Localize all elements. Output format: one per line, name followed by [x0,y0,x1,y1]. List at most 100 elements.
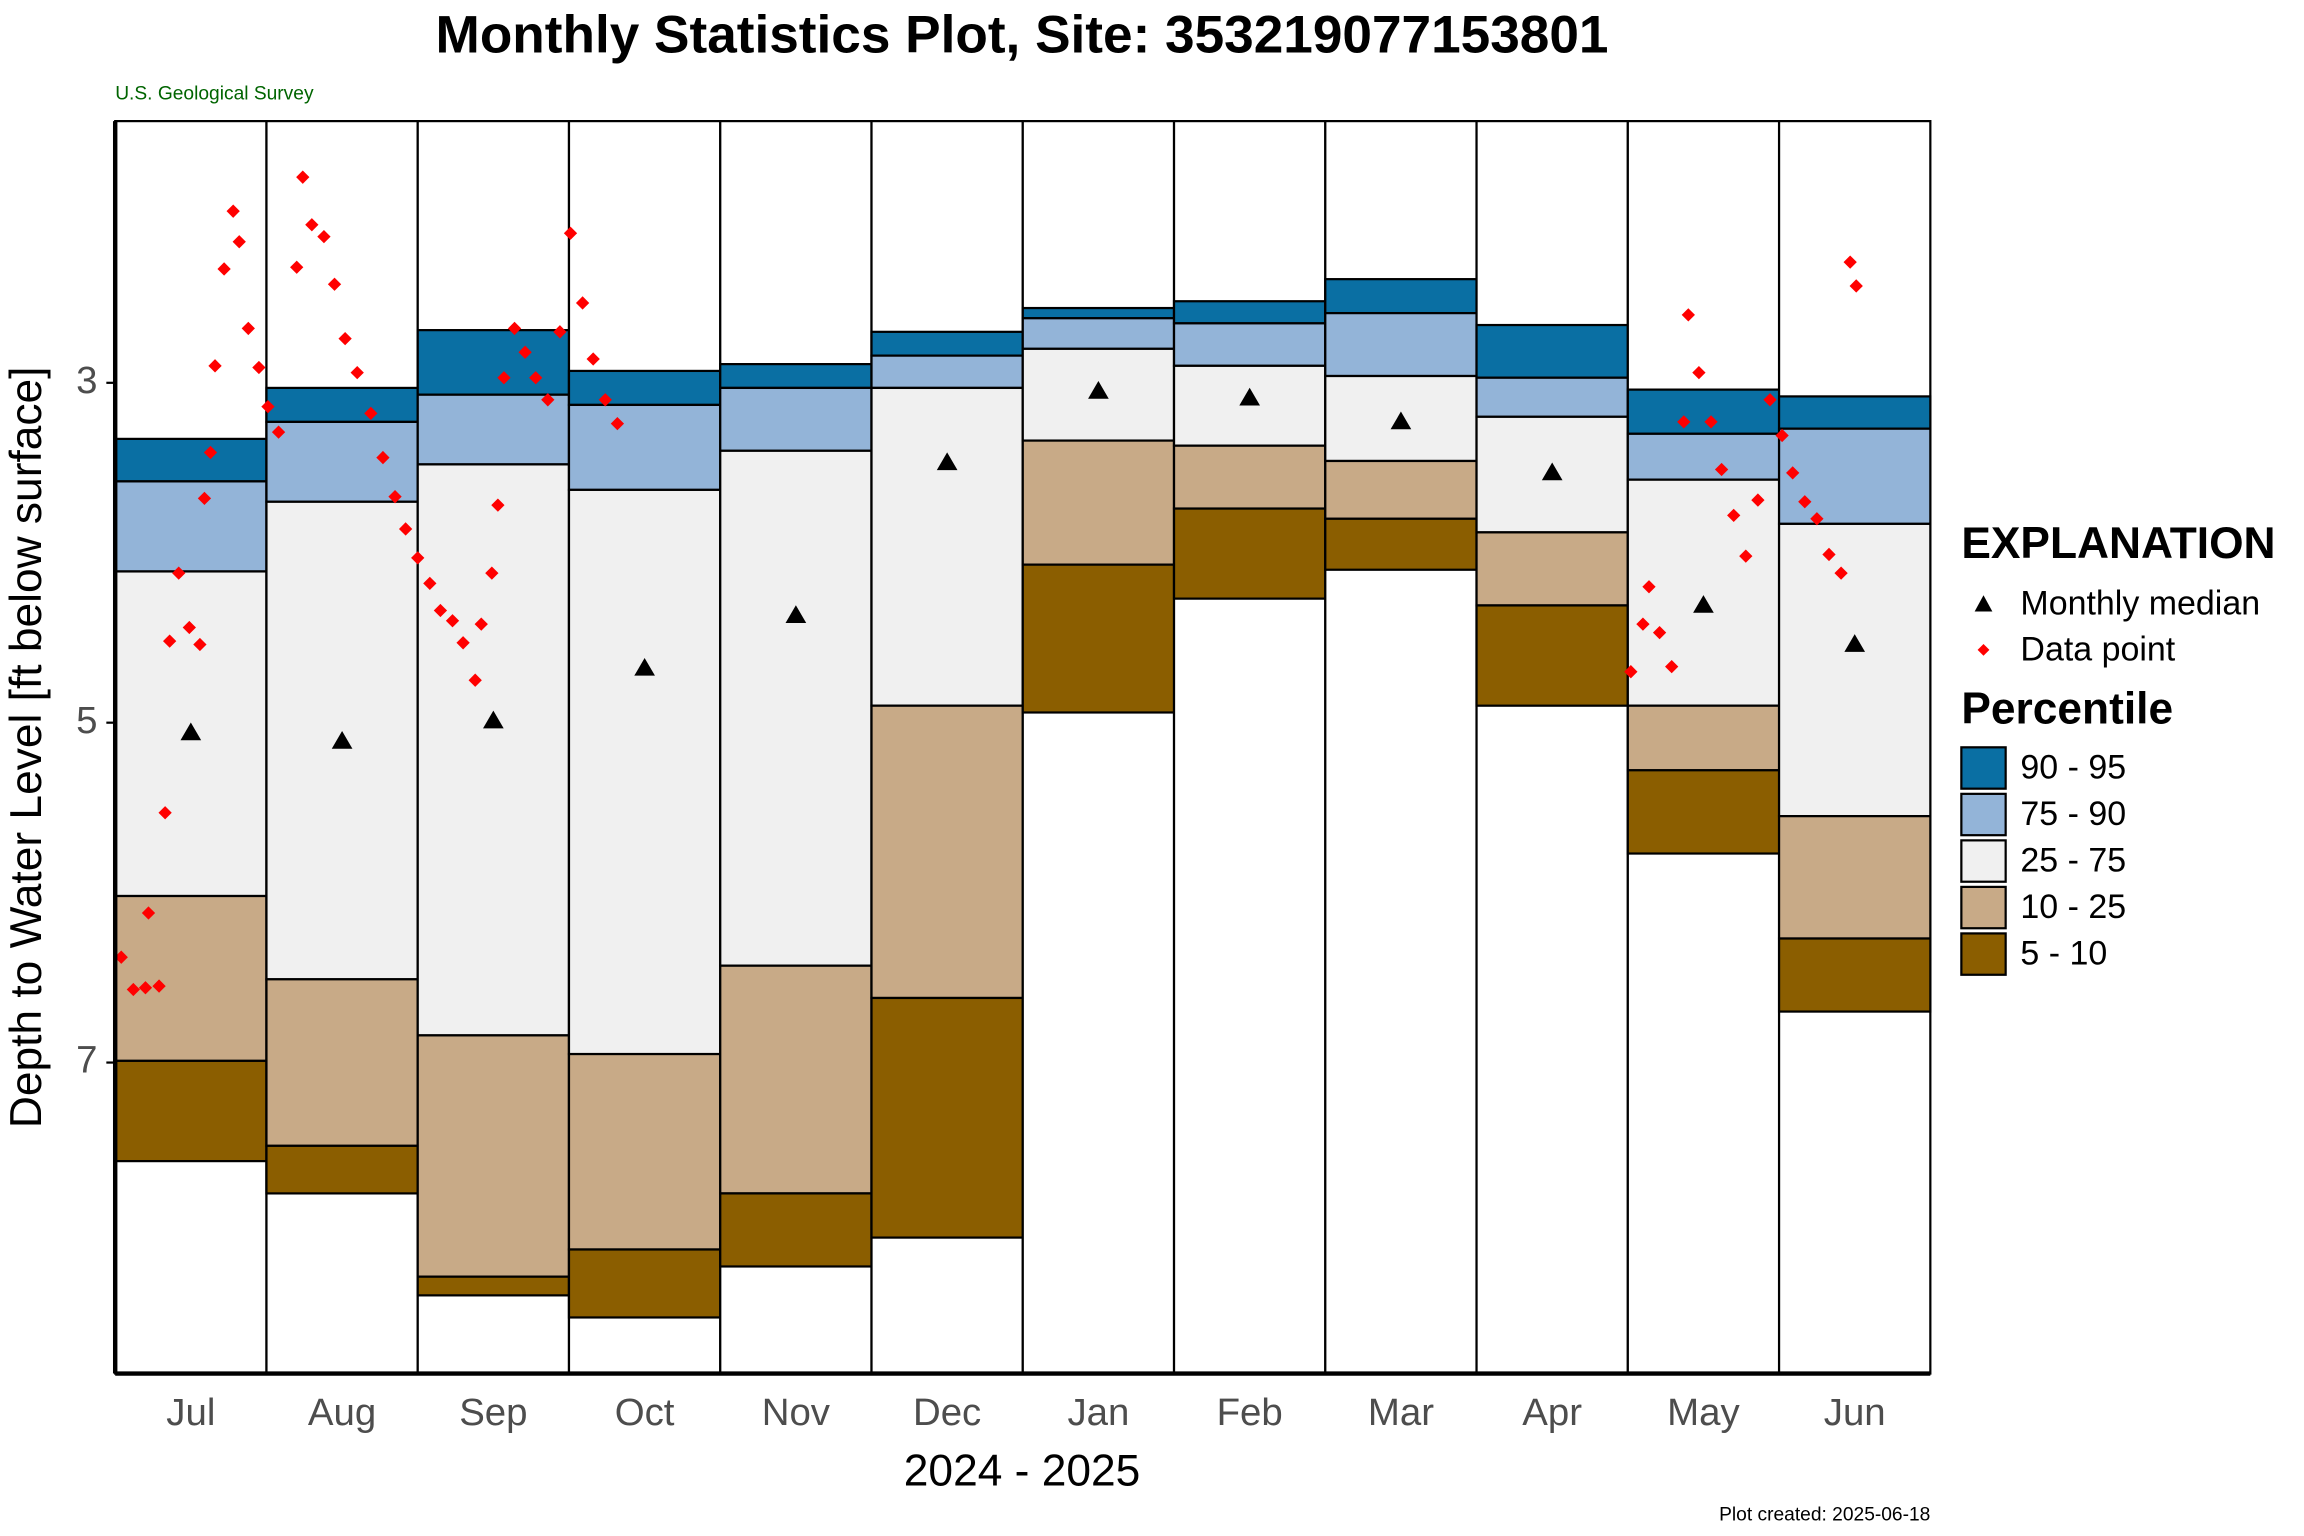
percentile-band [416,329,571,396]
median-marker [1844,634,1866,652]
percentile-band [567,488,722,1056]
data-point [1677,415,1691,429]
data-point [172,566,186,580]
y-tick-label: 5 [76,699,97,742]
percentile-band [870,330,1024,357]
data-point [1786,466,1800,480]
percentile-band [567,369,722,407]
median-marker [1239,387,1260,406]
x-tick-label: Jun [1824,1391,1886,1434]
data-point [203,445,218,460]
legend-point-symbol [1977,643,1990,656]
data-point [317,230,331,244]
median-marker [180,722,202,741]
median-marker [483,710,504,729]
percentile-band [1777,815,1932,940]
data-point [411,551,425,565]
percentile-band [719,1192,873,1268]
legend-swatch [1960,746,2007,790]
legend-label: 10 - 25 [2020,888,2126,926]
percentile-band [567,403,722,491]
data-point [114,950,128,964]
data-point [1714,462,1729,477]
data-point [1775,428,1789,443]
median-marker [785,605,807,624]
percentile-band [567,1248,722,1319]
percentile-band [1324,517,1478,571]
median-marker [936,452,958,471]
x-tick-label: May [1667,1391,1740,1434]
data-point [226,204,240,218]
percentile-band [1172,444,1327,510]
percentile-band [1626,769,1781,855]
y-axis-label: Depth to Water Level [ft below surface] [2,367,51,1129]
percentile-band [1324,278,1478,315]
legend-swatch [1960,885,2007,930]
x-tick-label: Nov [762,1391,831,1434]
percentile-band [719,449,873,967]
data-point [1652,625,1667,640]
legend-swatch [1960,932,2007,976]
y-tick-label: 7 [76,1039,97,1082]
percentile-band [1777,395,1932,430]
x-tick-label: Aug [308,1391,376,1434]
percentile-band [1172,507,1327,600]
percentile-band [1777,937,1932,1013]
x-tick-label: Sep [459,1391,527,1434]
percentile-band [416,393,571,466]
percentile-band [114,480,268,573]
data-point [350,365,364,380]
data-point [388,490,402,504]
percentile-band [1021,317,1176,350]
data-point [423,576,437,590]
legend-title: Percentile [1961,685,2173,734]
data-point [1727,508,1741,523]
data-point [197,491,212,506]
chart-title: Monthly Statistics Plot, Site: 353219077… [436,5,1609,64]
percentile-band [1172,300,1327,325]
percentile-band [1021,306,1176,320]
percentile-band [265,978,419,1147]
x-axis-label: 2024 - 2025 [904,1447,1140,1496]
legend-swatch [1960,839,2007,883]
data-point [1798,495,1812,509]
legend-label: 90 - 95 [2020,748,2126,786]
data-point [491,498,505,512]
median-marker [1541,462,1563,481]
legend-label: Data point [2020,630,2175,668]
data-point [1665,659,1679,674]
percentile-band [870,704,1024,1000]
y-tick-label: 3 [76,359,97,402]
percentile-band [719,386,873,452]
percentile-band [114,894,268,1062]
median-marker [1390,411,1412,430]
percentile-band [1021,563,1176,714]
median-marker [331,731,353,749]
data-point [1642,580,1656,594]
x-tick-label: Dec [913,1391,981,1434]
legend-label: 25 - 75 [2020,841,2126,879]
data-point [485,566,499,580]
percentile-band [1021,439,1176,566]
percentile-band [265,1144,419,1195]
footnote: Plot created: 2025-06-18 [1719,1504,1930,1525]
percentile-band [1626,432,1781,481]
data-point [182,620,196,635]
percentile-band [416,1034,571,1278]
data-point [1822,547,1836,562]
percentile-band [416,463,571,1037]
percentile-band [870,354,1024,390]
percentile-band [719,964,873,1195]
legend-label: 75 - 90 [2020,795,2126,833]
percentile-band [1626,478,1781,707]
percentile-band [1475,376,1629,418]
data-point [1810,512,1824,526]
percentile-band [265,420,419,503]
x-tick-label: Jan [1067,1391,1129,1434]
data-point [1751,493,1765,507]
data-point [232,235,246,249]
percentile-band [1324,312,1478,378]
data-point [529,371,543,385]
